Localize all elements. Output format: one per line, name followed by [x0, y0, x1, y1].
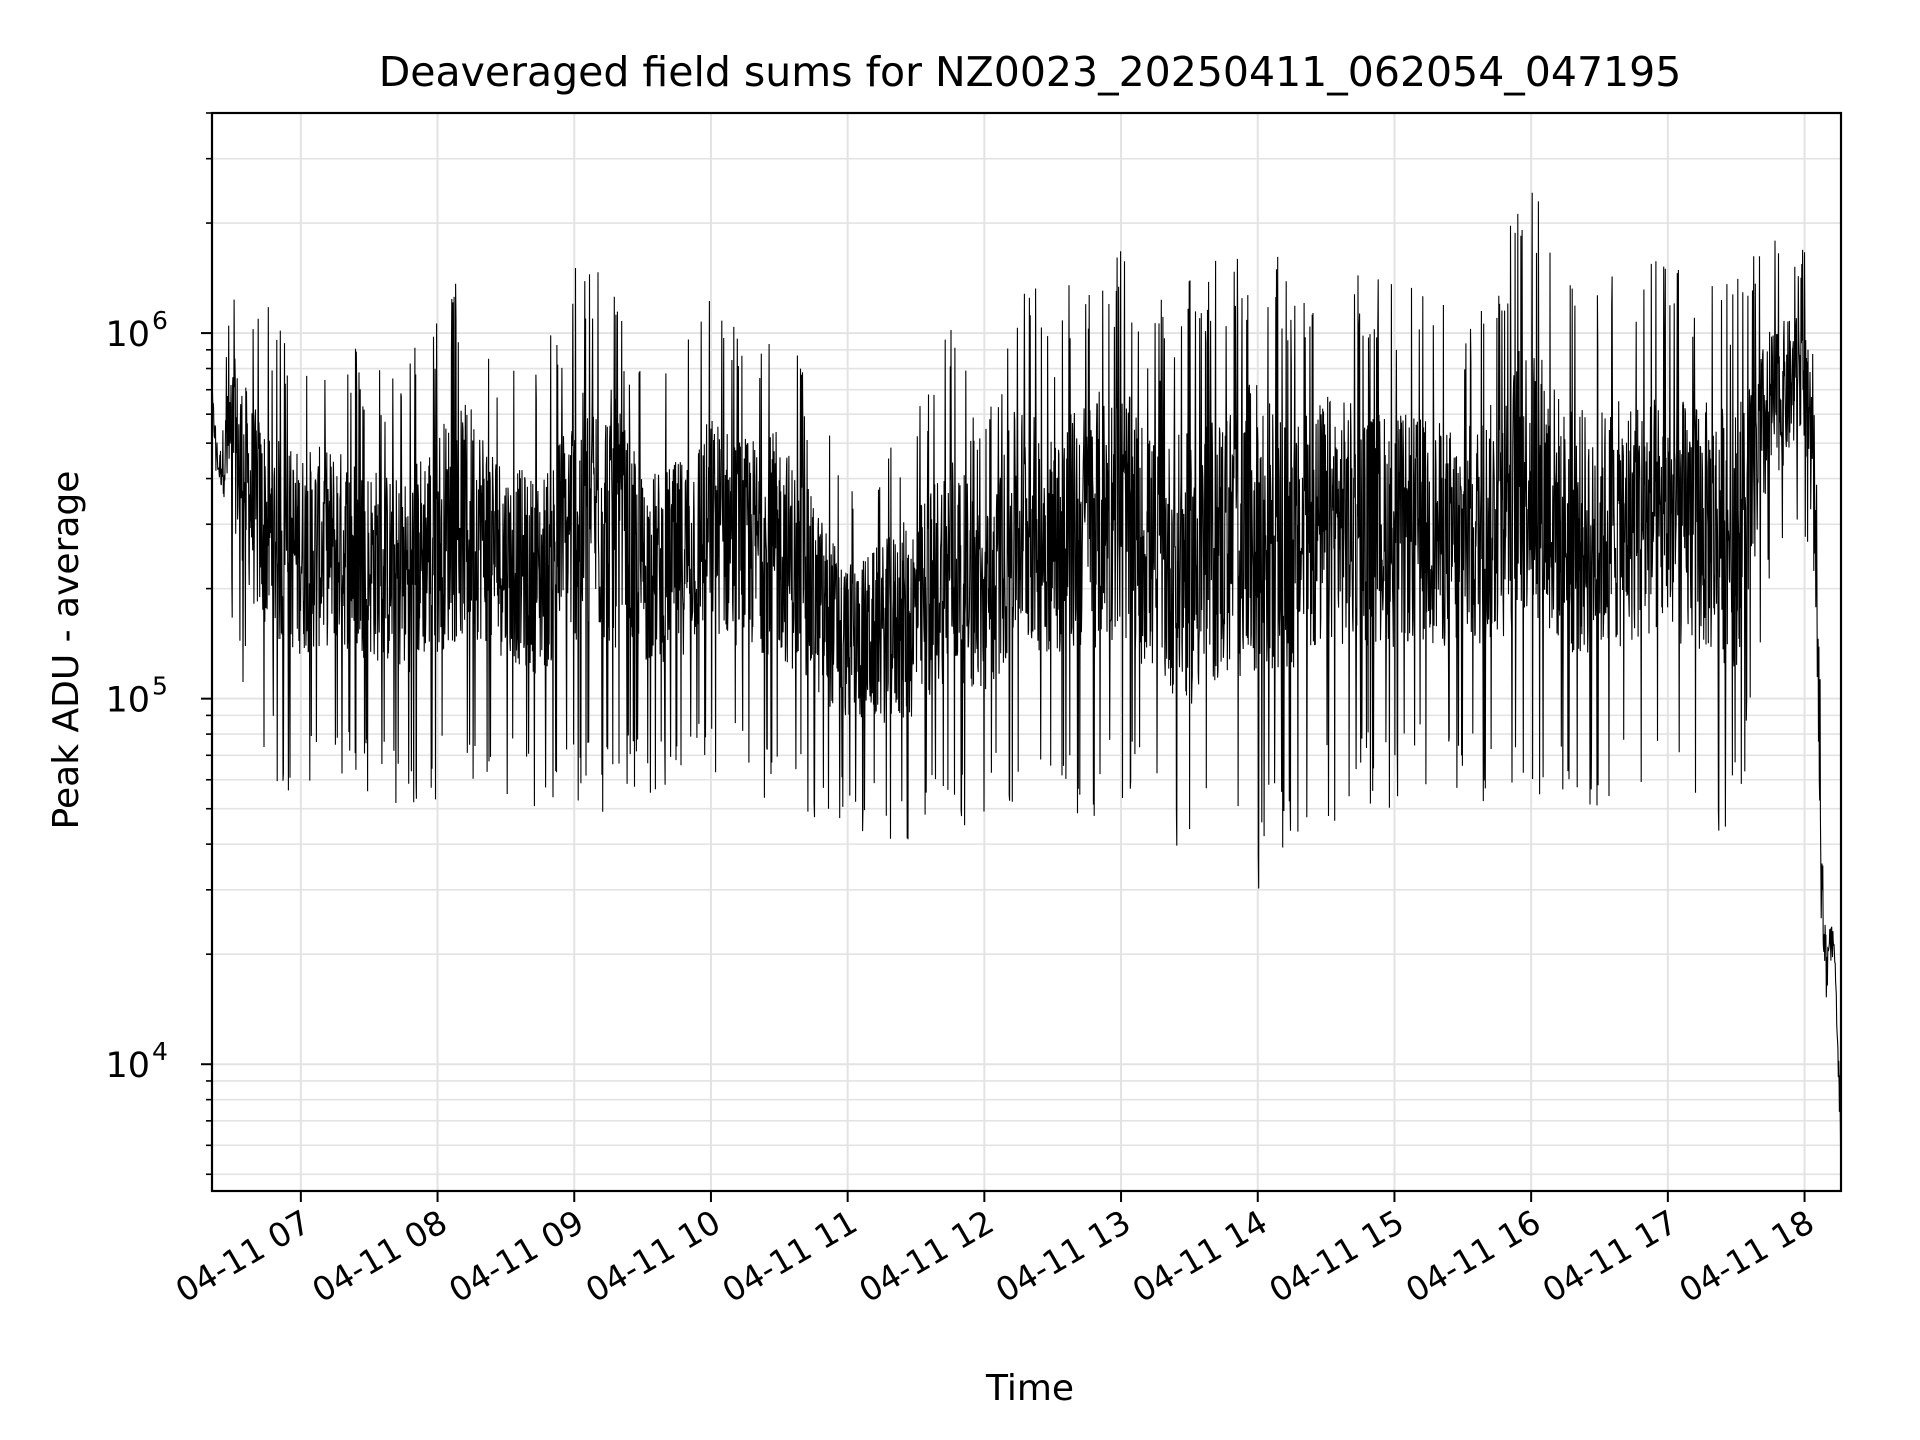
y-axis-label: Peak ADU - average — [46, 471, 87, 830]
series-line — [211, 192, 1842, 1149]
series-line-layer — [211, 192, 1842, 1149]
plot-frame — [210, 111, 1843, 1193]
y-tick-label-exponent: 4 — [152, 1037, 168, 1066]
x-axis-label: Time — [985, 1368, 1074, 1409]
y-tick-label-exponent: 6 — [152, 306, 168, 335]
y-tick-label: 10 — [105, 681, 150, 721]
chart-title: Deaveraged field sums for NZ0023_2025041… — [379, 48, 1682, 96]
y-tick-label: 10 — [105, 315, 150, 355]
y-tick-label-exponent: 5 — [152, 672, 168, 701]
y-tick-label: 10 — [105, 1046, 150, 1086]
